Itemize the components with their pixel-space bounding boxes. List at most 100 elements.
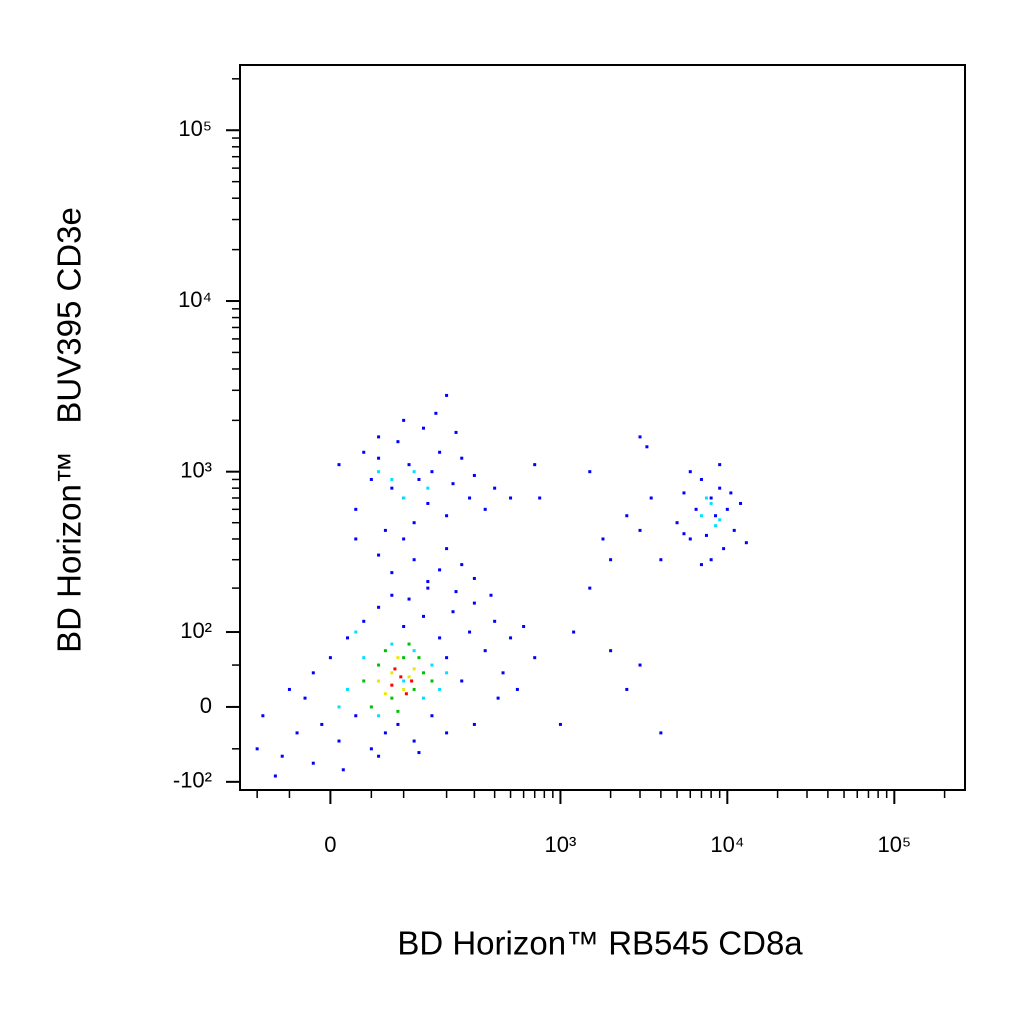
event-dot <box>522 625 526 629</box>
event-dot <box>704 533 708 537</box>
event-dot <box>445 671 449 675</box>
event-dot <box>430 663 434 667</box>
event-dot <box>369 705 373 709</box>
event-dot <box>709 501 713 505</box>
event-dot <box>438 687 442 691</box>
event-dot <box>538 496 542 500</box>
event-dot <box>682 491 686 495</box>
event-dot <box>493 486 497 490</box>
plot-frame <box>239 64 966 791</box>
event-dot <box>377 679 381 683</box>
event-dot <box>407 675 411 679</box>
event-dot <box>483 507 487 511</box>
event-dot <box>390 696 394 700</box>
y-tick-label: 10³ <box>180 457 212 482</box>
event-dot <box>645 445 649 449</box>
event-dot <box>422 671 426 675</box>
event-dot <box>362 656 366 660</box>
event-dot <box>460 456 464 460</box>
event-dot <box>390 571 394 575</box>
event-dot <box>396 440 400 444</box>
event-dot <box>362 679 366 683</box>
event-dot <box>346 636 350 640</box>
event-dot <box>509 496 513 500</box>
x-tick-label: 0 <box>324 832 336 857</box>
event-dot <box>699 477 703 481</box>
event-dot <box>320 722 324 726</box>
event-dot <box>346 687 350 691</box>
event-dot <box>377 553 381 557</box>
event-dot <box>354 507 358 511</box>
event-dot <box>377 605 381 609</box>
event-dot <box>402 496 406 500</box>
event-dot <box>377 435 381 439</box>
event-dot <box>688 537 692 541</box>
event-dot <box>390 477 394 481</box>
event-dot <box>572 630 576 634</box>
y-tick-label: 10² <box>180 618 212 643</box>
event-dot <box>396 709 400 713</box>
event-dot <box>390 642 394 646</box>
event-dot <box>354 537 358 541</box>
event-dot <box>383 731 387 735</box>
event-dot <box>402 418 406 422</box>
y-tick-label: 10⁴ <box>178 287 212 312</box>
event-dot <box>694 507 698 511</box>
y-tick-label: 0 <box>200 693 212 718</box>
event-dot <box>399 675 403 679</box>
event-dot <box>354 714 358 718</box>
event-dot <box>718 486 722 490</box>
event-dot <box>377 470 381 474</box>
event-dot <box>412 649 416 653</box>
event-dot <box>445 656 449 660</box>
event-dot <box>402 656 406 660</box>
event-dot <box>337 463 341 467</box>
event-dot <box>718 463 722 467</box>
event-dot <box>722 547 726 551</box>
event-dot <box>412 667 416 671</box>
event-dot <box>402 679 406 683</box>
event-dot <box>412 558 416 562</box>
event-dot <box>377 714 381 718</box>
event-dot <box>699 563 703 567</box>
event-dot <box>638 663 642 667</box>
event-dot <box>287 687 291 691</box>
event-dot <box>714 514 718 518</box>
event-dot <box>393 667 397 671</box>
event-dot <box>402 687 406 691</box>
event-dot <box>383 692 387 696</box>
event-dot <box>472 722 476 726</box>
event-dot <box>732 528 736 532</box>
event-dot <box>501 671 505 675</box>
event-dot <box>426 580 430 584</box>
event-dot <box>412 687 416 691</box>
event-dot <box>468 630 472 634</box>
event-dot <box>625 514 629 518</box>
event-dot <box>739 501 743 505</box>
event-dot <box>390 593 394 597</box>
event-dot <box>649 496 653 500</box>
event-dot <box>659 558 663 562</box>
event-dot <box>709 496 713 500</box>
event-dot <box>430 470 434 474</box>
event-dot <box>515 687 519 691</box>
y-axis-label: BD Horizon™ BUV395 CD3e <box>51 207 88 653</box>
event-dot <box>445 547 449 551</box>
event-dot <box>383 528 387 532</box>
event-dot <box>744 541 748 545</box>
event-dot <box>445 393 449 397</box>
event-dot <box>430 714 434 718</box>
event-dot <box>588 470 592 474</box>
event-dot <box>377 456 381 460</box>
event-dot <box>704 496 708 500</box>
event-dot <box>489 593 493 597</box>
event-dot <box>396 656 400 660</box>
x-tick-label: 10³ <box>545 832 577 857</box>
event-dot <box>460 563 464 567</box>
event-dot <box>422 614 426 618</box>
event-dot <box>509 636 513 640</box>
event-dot <box>625 687 629 691</box>
event-dot <box>417 477 421 481</box>
x-axis-label: BD Horizon™ RB545 CD8a <box>397 925 803 962</box>
